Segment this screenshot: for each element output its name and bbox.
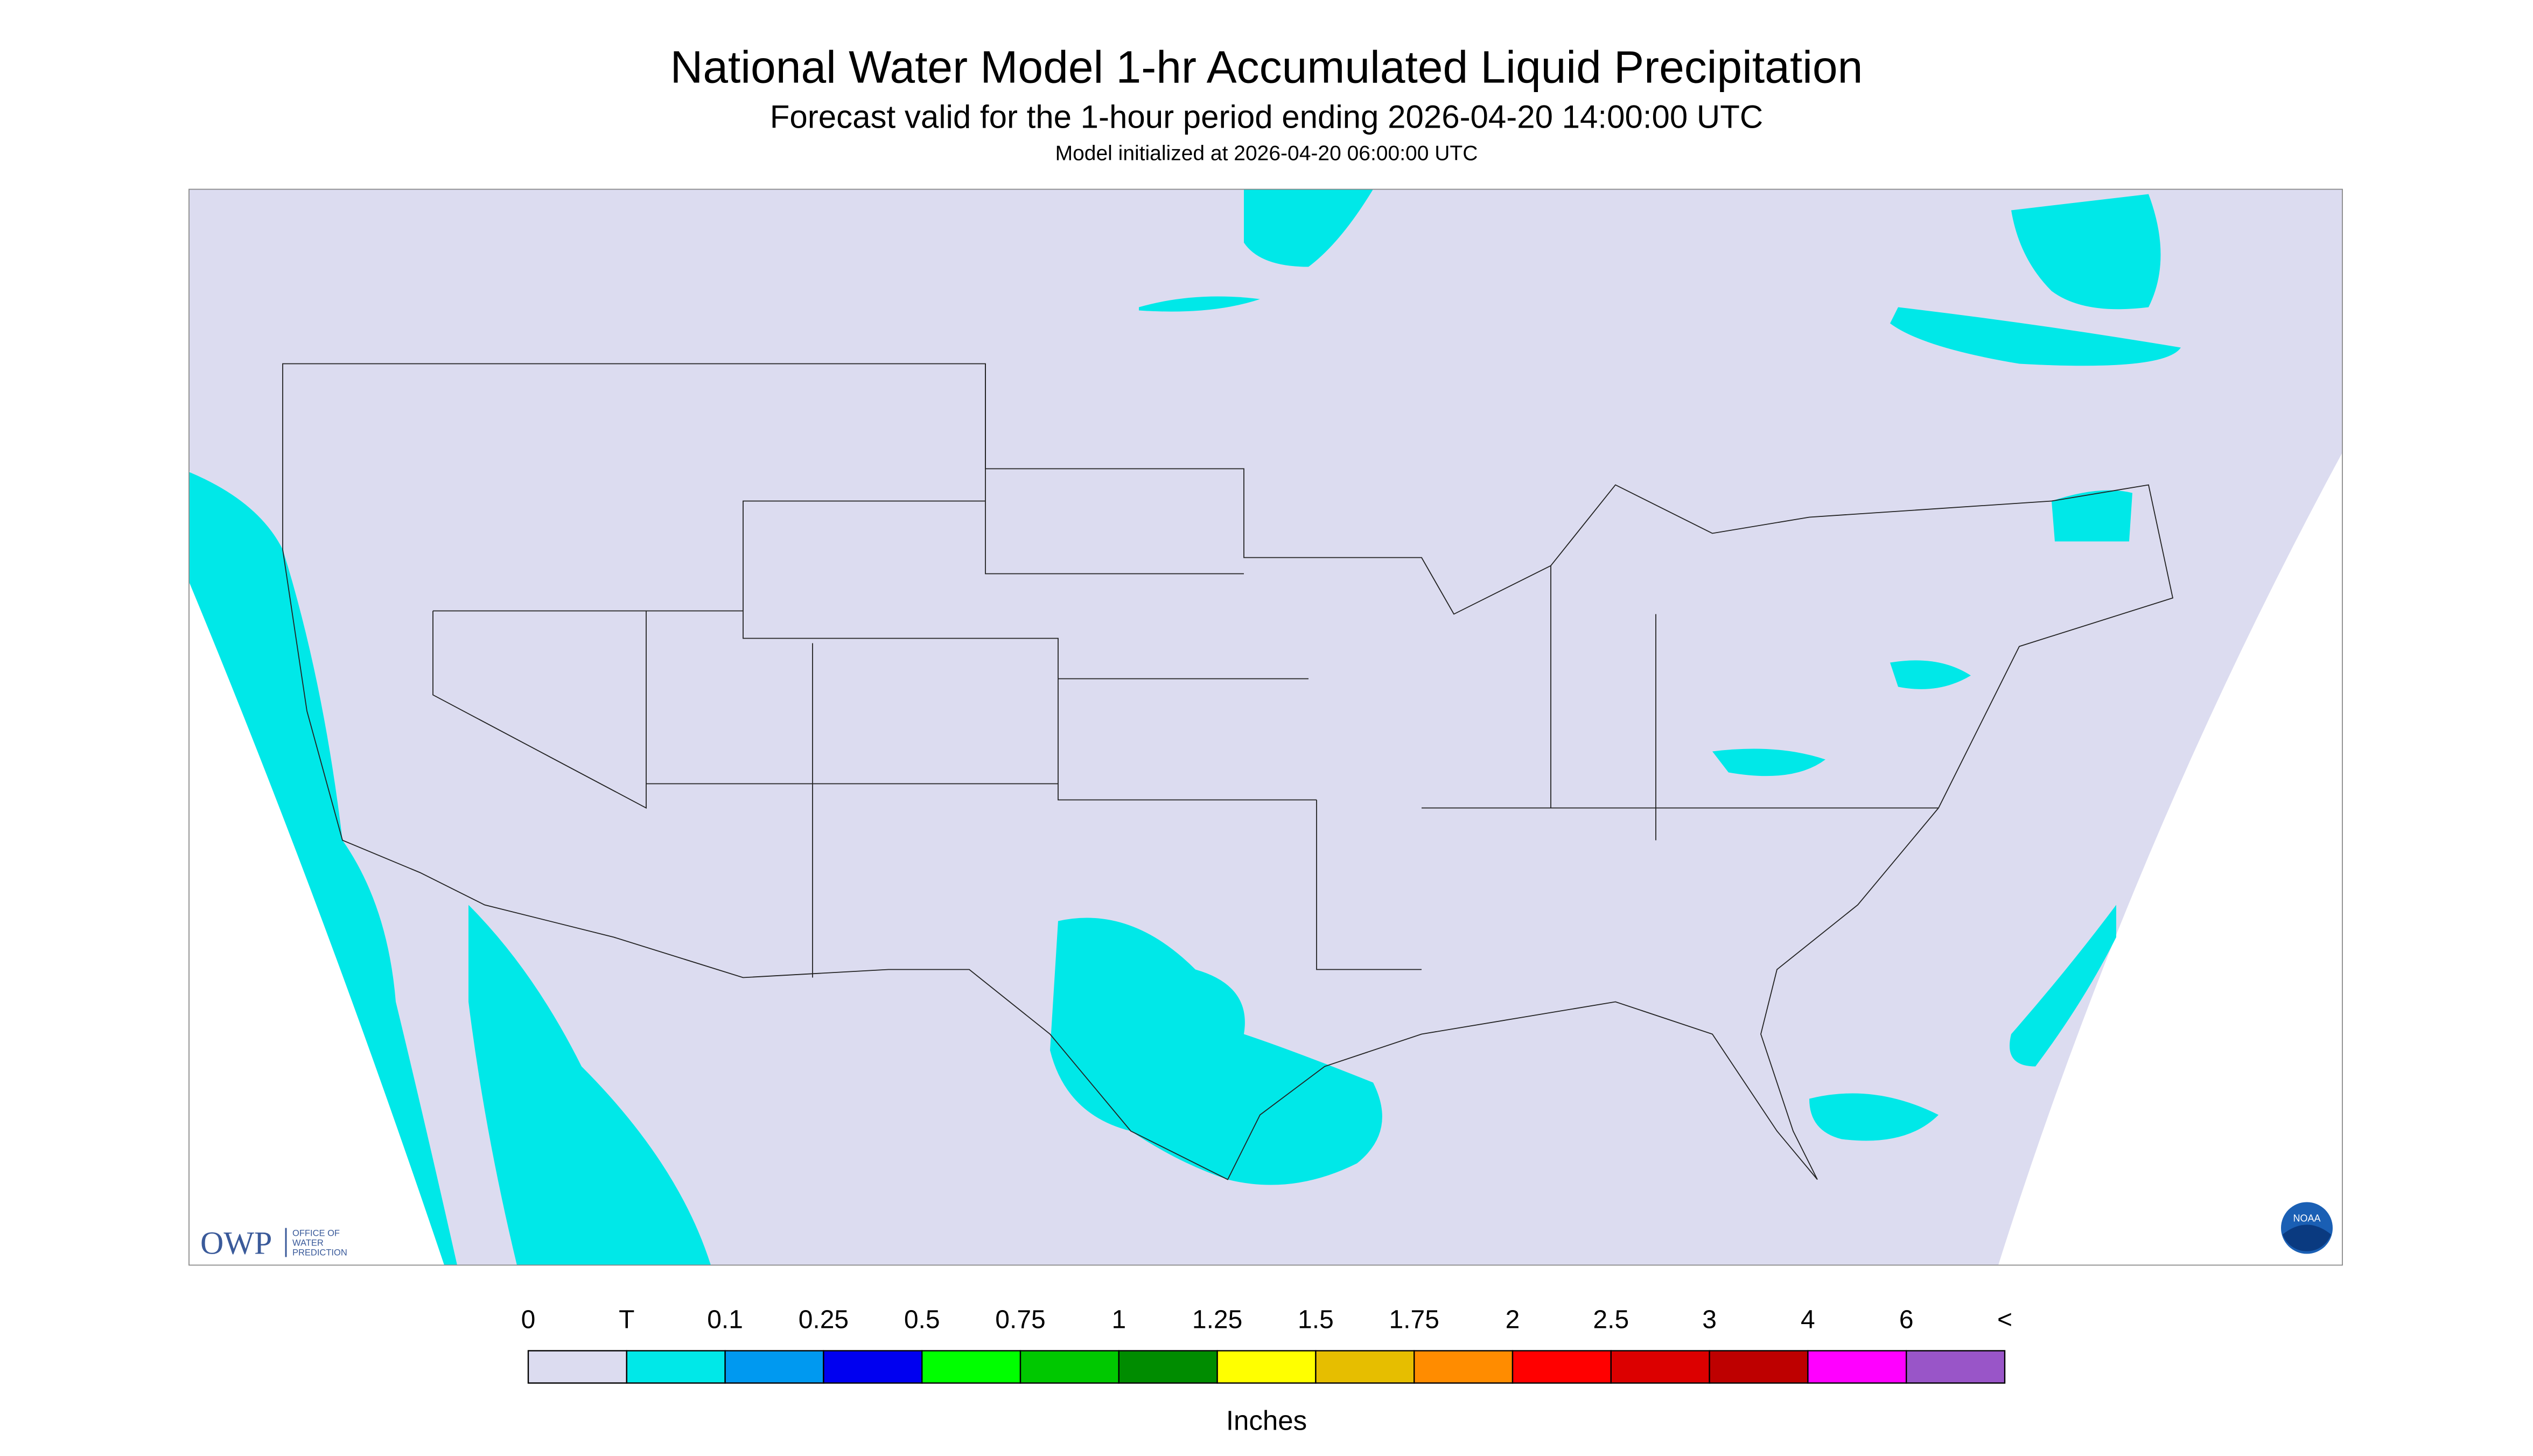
legend-label: 6 bbox=[1899, 1306, 1914, 1334]
legend-label: 1.5 bbox=[1298, 1306, 1334, 1334]
legend-swatch bbox=[1019, 1350, 1120, 1384]
legend-label: 1.75 bbox=[1389, 1306, 1439, 1334]
title: National Water Model 1-hr Accumulated Li… bbox=[670, 42, 1863, 93]
legend-swatch bbox=[1512, 1350, 1612, 1384]
legend-label: 1.25 bbox=[1192, 1306, 1242, 1334]
legend-label: T bbox=[619, 1306, 634, 1334]
legend-unit: Inches bbox=[1226, 1405, 1307, 1436]
legend-label: 1 bbox=[1111, 1306, 1126, 1334]
legend-label: 0.25 bbox=[799, 1306, 849, 1334]
precip-areas bbox=[189, 189, 2181, 1265]
legend: 0 T 0.1 0.25 0.5 0.75 1 1.25 1.5 1.75 2 2.5 3 4 6 < bbox=[521, 1306, 2012, 1384]
legend-label: 4 bbox=[1801, 1306, 1815, 1334]
subtitle: Forecast valid for the 1-hour period end… bbox=[770, 99, 1763, 135]
noaa-text: NOAA bbox=[2293, 1213, 2320, 1224]
legend-swatch bbox=[1216, 1350, 1317, 1384]
map-domain bbox=[189, 189, 2342, 1265]
legend-label: 0.1 bbox=[707, 1306, 743, 1334]
noaa-wave bbox=[2283, 1224, 2331, 1251]
legend-label: 0.75 bbox=[995, 1306, 1045, 1334]
legend-swatch bbox=[724, 1350, 824, 1384]
legend-swatch bbox=[1610, 1350, 1710, 1384]
owp-name: WATER bbox=[292, 1238, 324, 1248]
legend-label: 0 bbox=[521, 1306, 536, 1334]
owp-name: PREDICTION bbox=[292, 1248, 347, 1258]
legend-swatch bbox=[1905, 1350, 2006, 1384]
map bbox=[188, 188, 2343, 1266]
legend-swatch bbox=[1807, 1350, 1907, 1384]
boundaries bbox=[188, 188, 2343, 1266]
owp-name: OFFICE OF bbox=[292, 1229, 340, 1238]
legend-swatch bbox=[527, 1350, 628, 1384]
legend-label: 2 bbox=[1506, 1306, 1520, 1334]
noaa-logo: NOAA bbox=[2281, 1202, 2333, 1254]
legend-label: < bbox=[1997, 1306, 2012, 1334]
legend-swatch bbox=[626, 1350, 726, 1384]
legend-label: 2.5 bbox=[1593, 1306, 1629, 1334]
legend-swatch bbox=[921, 1350, 1021, 1384]
legend-swatch bbox=[823, 1350, 923, 1384]
legend-label: 3 bbox=[1702, 1306, 1717, 1334]
init-note: Model initialized at 2026-04-20 06:00:00… bbox=[1055, 142, 1478, 165]
owp-logo: OWP OFFICE OF WATER PREDICTION bbox=[200, 1226, 347, 1261]
owp-text: OWP bbox=[200, 1226, 272, 1261]
legend-swatch bbox=[1414, 1350, 1514, 1384]
legend-swatch bbox=[1118, 1350, 1218, 1384]
legend-label: 0.5 bbox=[904, 1306, 940, 1334]
legend-swatch bbox=[1315, 1350, 1415, 1384]
legend-swatch bbox=[1709, 1350, 1809, 1384]
